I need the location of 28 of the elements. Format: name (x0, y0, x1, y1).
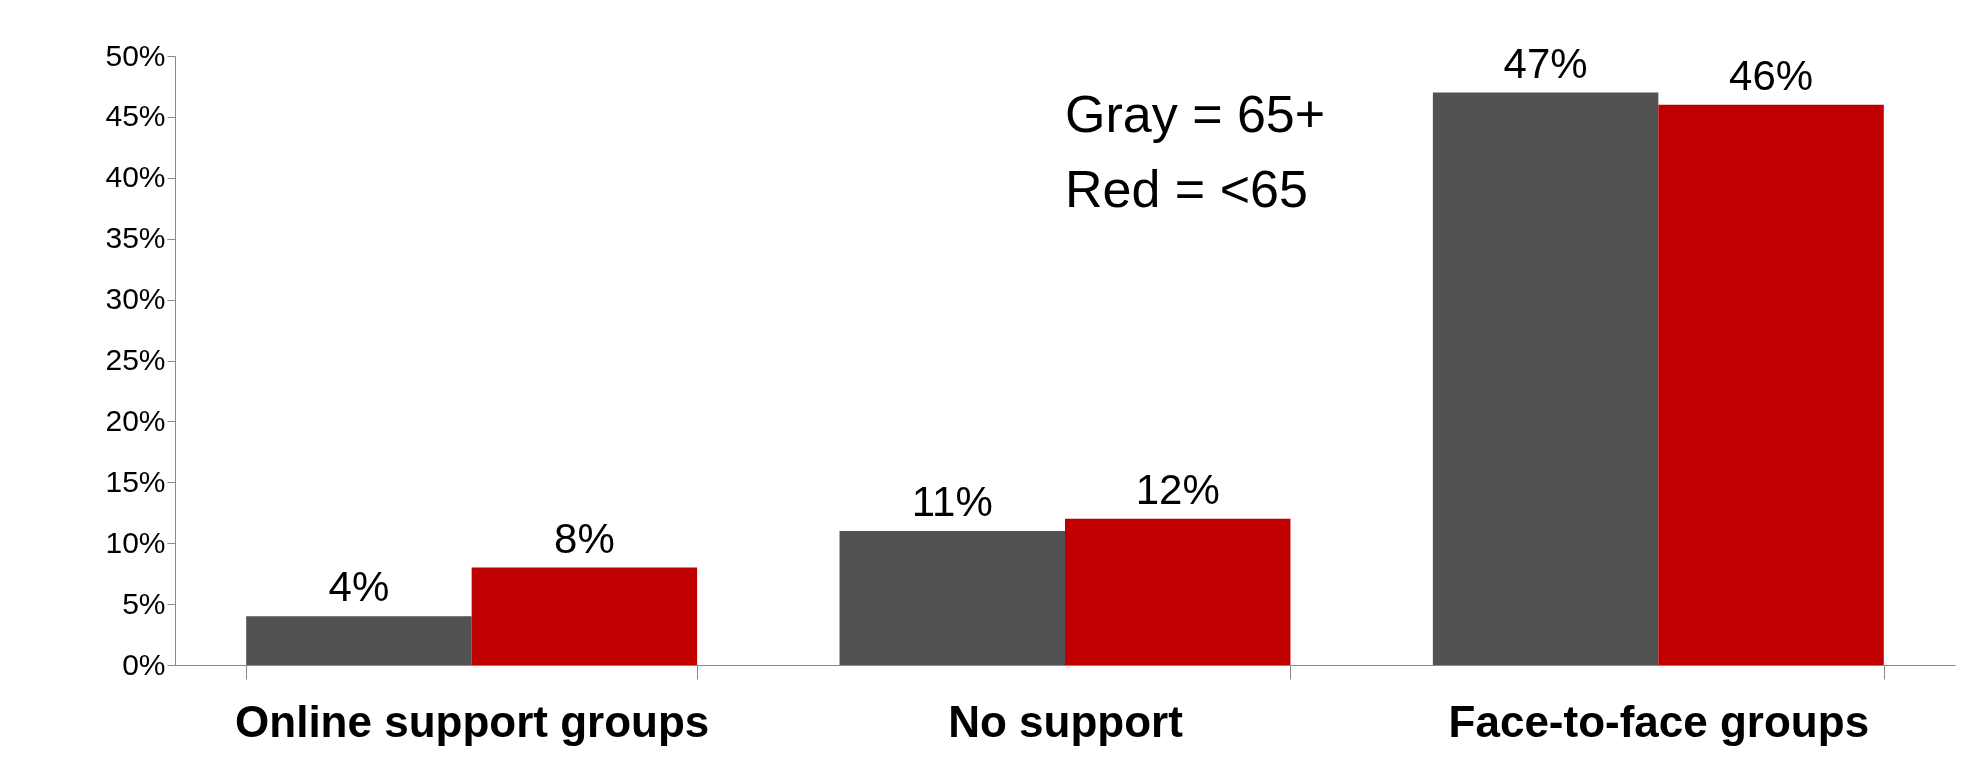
y-tick-label: 30% (105, 282, 166, 316)
x-tick-label: Online support groups (235, 696, 710, 746)
y-tick-label: 25% (105, 343, 166, 376)
x-tick-label: No support (948, 696, 1184, 746)
annotation: Red = <65 (1065, 160, 1308, 218)
y-tick-label: 50% (105, 38, 166, 72)
bar (839, 531, 1065, 665)
y-tick-label: 0% (122, 647, 166, 681)
data-label: 12% (1135, 465, 1220, 513)
y-tick-label: 45% (105, 99, 166, 133)
annotation: Gray = 65+ (1065, 85, 1326, 143)
x-tick-label: Face-to-face groups (1448, 696, 1870, 746)
y-tick-label: 15% (105, 464, 166, 498)
bar (246, 616, 472, 665)
y-tick-label: 20% (105, 403, 166, 437)
bar (1432, 92, 1659, 665)
bar (471, 567, 698, 665)
data-label: 46% (1729, 51, 1814, 99)
data-label: 11% (911, 478, 993, 526)
data-label: 8% (554, 514, 615, 562)
y-tick-label: 35% (105, 221, 166, 255)
data-label: 47% (1503, 39, 1588, 87)
y-tick-label: 10% (105, 525, 166, 559)
y-tick-label: 5% (122, 586, 166, 620)
bar (1658, 104, 1884, 665)
y-tick-label: 40% (105, 160, 166, 194)
data-label: 4% (328, 563, 390, 611)
bar (1065, 518, 1291, 665)
